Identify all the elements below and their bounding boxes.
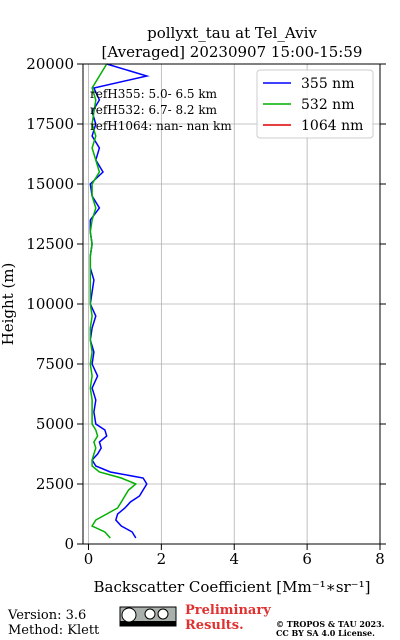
cc-badge: [119, 606, 177, 627]
license: CC BY SA 4.0 License.: [276, 628, 375, 638]
x-tick-label: 6: [302, 550, 312, 568]
profile-line: [89, 63, 138, 539]
y-tick-label: 2500: [36, 475, 74, 493]
profile-line: [89, 63, 150, 539]
chart-subtitle: [Averaged] 20230907 15:00-15:59: [102, 43, 363, 61]
y-axis-label: Height (m): [0, 263, 17, 346]
legend-box: [256, 69, 374, 139]
annotation: refH532: 6.7- 8.2 km: [90, 103, 218, 117]
y-tick-label: 7500: [36, 355, 74, 373]
y-tick-label: 5000: [36, 415, 74, 433]
plot-frame: [82, 63, 381, 545]
x-tick-label: 0: [84, 550, 94, 568]
legend-label: 355 nm: [301, 76, 354, 92]
y-tick-label: 0: [64, 535, 74, 553]
copyright: © TROPOS & TAU 2023.: [276, 619, 385, 629]
y-tick-label: 17500: [26, 115, 74, 133]
version: Version: 3.6: [7, 608, 86, 623]
legend-label: 532 nm: [301, 97, 354, 113]
y-tick-label: 15000: [26, 175, 74, 193]
legend-label: 1064 nm: [301, 118, 363, 134]
x-tick-label: 4: [229, 550, 239, 568]
x-tick-label: 2: [157, 550, 167, 568]
results: Results.: [185, 618, 244, 633]
method: Method: Klett: [8, 623, 100, 638]
chart-title: pollyxt_tau at Tel_Aviv: [147, 24, 317, 42]
y-tick-label: 20000: [26, 55, 74, 73]
x-axis-label: Backscatter Coefficient [Mm⁻¹∗sr⁻¹]: [94, 578, 371, 596]
annotation: refH355: 5.0- 6.5 km: [90, 87, 218, 101]
preliminary: Preliminary: [185, 603, 271, 618]
y-tick-label: 12500: [26, 235, 74, 253]
y-tick-label: 10000: [26, 295, 74, 313]
annotation: refH1064: nan- nan km: [90, 119, 232, 133]
x-tick-label: 8: [375, 550, 385, 568]
